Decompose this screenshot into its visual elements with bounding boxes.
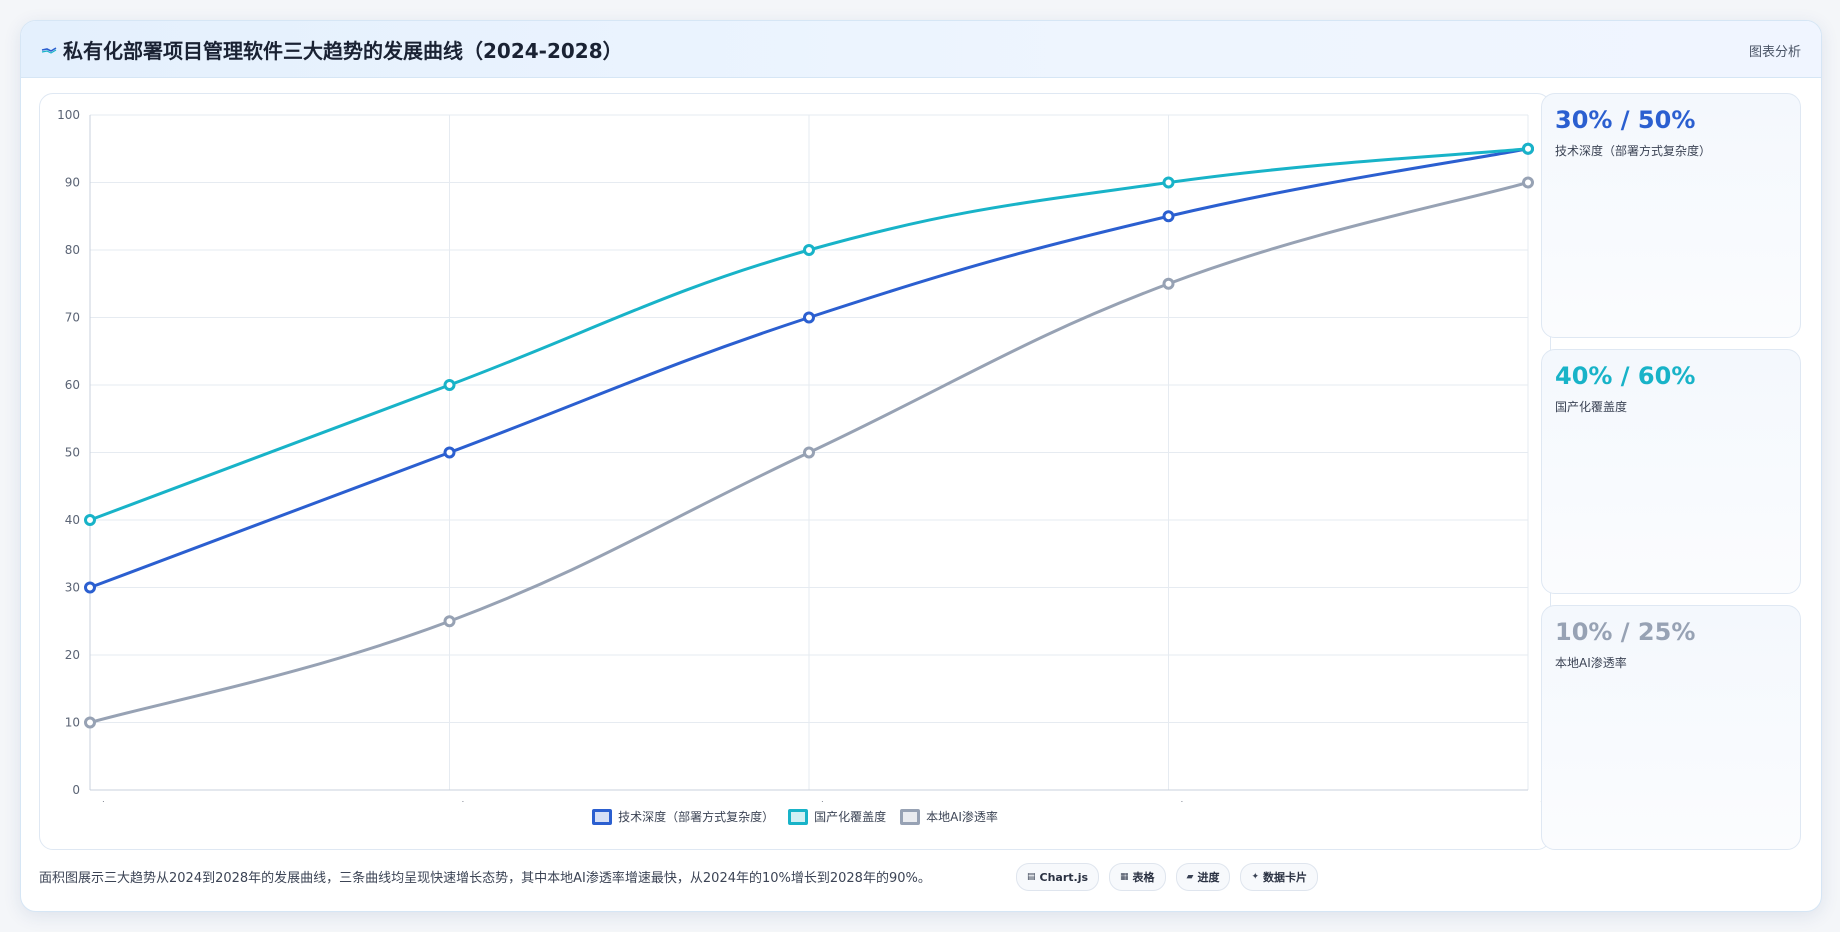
legend-label: 技术深度（部署方式复杂度） <box>618 810 775 824</box>
legend-item[interactable]: 国产化覆盖度 <box>788 808 886 825</box>
data-point[interactable] <box>803 244 815 256</box>
line-chart-icon <box>41 47 57 54</box>
x-tick-label: 2028年 <box>1506 800 1550 802</box>
tool-chips: ▤ Chart.js ▦ 表格 ▰ 进度 ✦ 数据卡片 <box>1016 863 1319 891</box>
stat-card-local-ai: 10% / 25% 本地AI渗透率 <box>1541 605 1801 850</box>
y-tick-label: 10 <box>65 716 80 730</box>
data-point[interactable] <box>84 716 96 729</box>
data-point[interactable] <box>84 514 96 526</box>
data-point[interactable] <box>1162 210 1175 223</box>
legend-swatch <box>900 808 921 825</box>
y-tick-label: 0 <box>72 783 80 797</box>
chip-data-card[interactable]: ✦ 数据卡片 <box>1240 863 1319 891</box>
chip-label: 表格 <box>1132 871 1155 884</box>
chart-panel: 0 10 20 30 40 50 60 70 80 90 100 2024年 2025年 2026年 202… <box>39 93 1551 850</box>
chip-label: 进度 <box>1197 871 1220 884</box>
y-tick-label: 60 <box>65 378 80 392</box>
data-point[interactable] <box>1522 176 1534 189</box>
y-tick-label: 30 <box>65 581 80 595</box>
chart-icon: ▤ <box>1027 872 1036 882</box>
chip-label: Chart.js <box>1039 870 1089 884</box>
y-tick-label: 90 <box>65 176 80 190</box>
legend-label: 国产化覆盖度 <box>814 810 887 824</box>
card-header: 私有化部署项目管理软件三大趋势的发展曲线（2024-2028） 图表分析 <box>21 21 1821 78</box>
chip-chartjs[interactable]: ▤ Chart.js <box>1016 863 1100 891</box>
chart-description: 面积图展示三大趋势从2024到2028年的发展曲线，三条曲线均呈现快速增长态势，… <box>39 871 931 886</box>
x-tick-label: 2026年 <box>787 800 831 802</box>
legend-swatch <box>788 808 809 825</box>
data-point[interactable] <box>443 379 456 391</box>
x-tick-label: 2027年 <box>1146 800 1190 802</box>
stat-label: 国产化覆盖度 <box>1555 400 1628 414</box>
data-point[interactable] <box>84 581 96 594</box>
card-icon: ✦ <box>1251 872 1260 882</box>
y-tick-label: 70 <box>65 311 80 325</box>
chart-card: 私有化部署项目管理软件三大趋势的发展曲线（2024-2028） 图表分析 0 10… <box>20 20 1822 912</box>
data-point[interactable] <box>1522 142 1534 155</box>
x-tick-label: 2025年 <box>427 800 471 802</box>
page-title: 私有化部署项目管理软件三大趋势的发展曲线（2024-2028） <box>63 39 623 63</box>
data-point[interactable] <box>443 446 456 459</box>
legend-label: 本地AI渗透率 <box>926 810 998 824</box>
data-point[interactable] <box>1162 176 1175 189</box>
stat-label: 技术深度（部署方式复杂度） <box>1555 144 1712 158</box>
chart-legend: 技术深度（部署方式复杂度） 国产化覆盖度 本地AI渗透率 <box>40 808 1550 825</box>
chip-label: 数据卡片 <box>1263 871 1308 884</box>
legend-item[interactable]: 技术深度（部署方式复杂度） <box>592 808 774 825</box>
chart-analysis-button[interactable]: 图表分析 <box>1748 45 1801 60</box>
table-icon: ▦ <box>1120 872 1129 882</box>
y-tick-label: 40 <box>65 513 80 527</box>
y-tick-label: 100 <box>57 108 80 122</box>
y-tick-label: 20 <box>65 648 80 662</box>
stat-value: 30% / 50% <box>1555 106 1696 134</box>
data-point[interactable] <box>443 615 456 628</box>
progress-icon: ▰ <box>1186 872 1194 882</box>
legend-item[interactable]: 本地AI渗透率 <box>900 808 998 825</box>
line-chart: 0 10 20 30 40 50 60 70 80 90 100 2024年 2025年 2026年 202… <box>57 108 1550 802</box>
data-point[interactable] <box>803 446 815 459</box>
y-tick-label: 80 <box>65 243 80 257</box>
x-tick-label: 2024年 <box>68 800 112 802</box>
stat-card-tech-depth: 30% / 50% 技术深度（部署方式复杂度） <box>1541 93 1801 338</box>
y-tick-label: 50 <box>65 446 80 460</box>
data-point[interactable] <box>1162 277 1175 290</box>
stat-value: 10% / 25% <box>1555 618 1696 646</box>
stat-value: 40% / 60% <box>1555 362 1696 390</box>
stat-card-localization: 40% / 60% 国产化覆盖度 <box>1541 349 1801 594</box>
data-point[interactable] <box>803 311 815 324</box>
legend-swatch <box>592 808 613 825</box>
chip-progress[interactable]: ▰ 进度 <box>1175 863 1231 891</box>
stat-label: 本地AI渗透率 <box>1555 656 1627 670</box>
chip-table[interactable]: ▦ 表格 <box>1109 863 1166 891</box>
